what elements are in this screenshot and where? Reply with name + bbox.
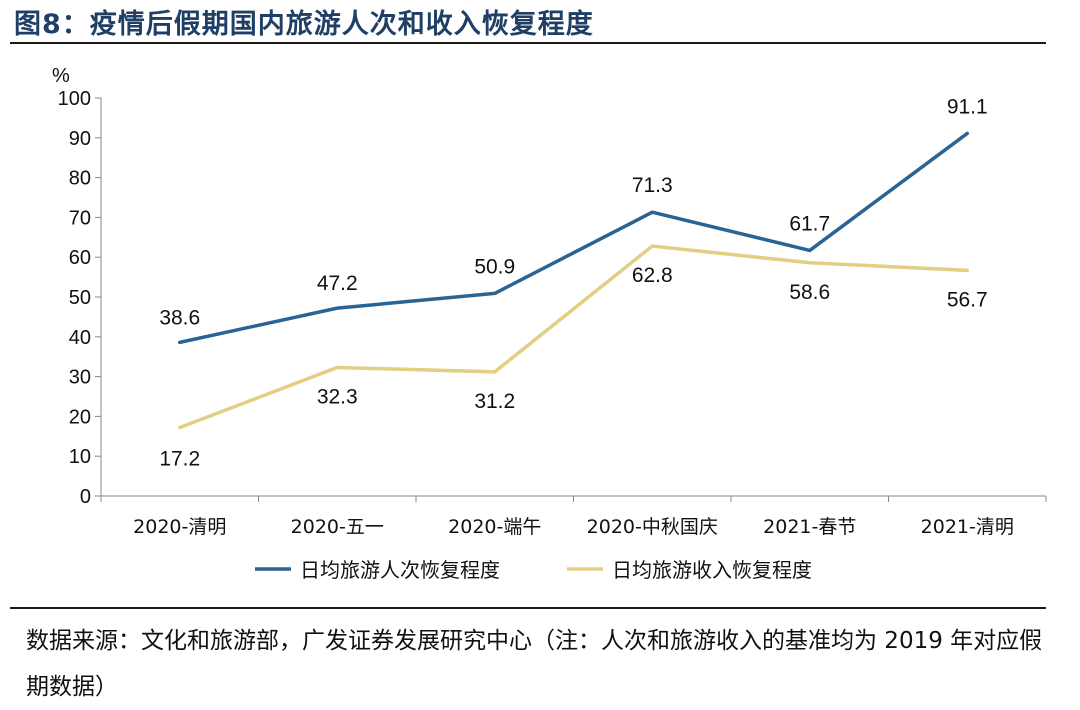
data-label: 58.6 bbox=[789, 281, 830, 304]
y-tick-label: 50 bbox=[69, 287, 91, 309]
data-point bbox=[335, 306, 339, 310]
y-tick-label: 100 bbox=[58, 88, 91, 110]
data-label: 31.2 bbox=[474, 390, 515, 413]
data-label: 62.8 bbox=[632, 264, 673, 287]
data-point bbox=[808, 248, 812, 252]
data-point bbox=[493, 370, 497, 374]
data-label: 17.2 bbox=[159, 448, 200, 471]
data-point bbox=[808, 261, 812, 265]
source-note: 数据来源：文化和旅游部，广发证券发展研究中心（注：人次和旅游收入的基准均为 20… bbox=[26, 628, 1043, 700]
legend-label-1: 日均旅游人次恢复程度 bbox=[300, 558, 500, 582]
data-label: 32.3 bbox=[317, 385, 358, 408]
data-point bbox=[178, 426, 182, 430]
y-tick-label: 80 bbox=[69, 168, 91, 190]
y-tick-label: 40 bbox=[69, 327, 91, 349]
y-tick-label: 20 bbox=[69, 406, 91, 428]
x-tick-label: 2021-春节 bbox=[763, 516, 856, 538]
data-point bbox=[178, 340, 182, 344]
y-tick-label: 10 bbox=[69, 446, 91, 468]
y-tick-label: 0 bbox=[80, 486, 91, 508]
y-tick-label: 60 bbox=[69, 247, 91, 269]
y-tick-label: 90 bbox=[69, 128, 91, 150]
figure-title: 图8：疫情后假期国内旅游人次和收入恢复程度 bbox=[14, 9, 594, 40]
data-label: 38.6 bbox=[159, 306, 200, 329]
data-label: 71.3 bbox=[632, 174, 673, 197]
y-tick-label: 30 bbox=[69, 367, 91, 389]
data-label: 50.9 bbox=[474, 255, 515, 278]
data-point bbox=[493, 291, 497, 295]
data-point bbox=[965, 268, 969, 272]
line-chart: 0 10 20 30 40 50 60 70 80 90 100% 2020-清明 2020-五一 202… bbox=[52, 65, 1047, 582]
x-tick-label: 2020-中秋国庆 bbox=[587, 516, 718, 538]
data-label: 56.7 bbox=[947, 288, 988, 311]
x-tick-label: 2020-端午 bbox=[448, 516, 541, 538]
y-tick-label: 70 bbox=[69, 207, 91, 229]
data-label: 47.2 bbox=[317, 272, 358, 295]
x-tick-label: 2020-五一 bbox=[291, 516, 384, 538]
legend-label-2: 日均旅游收入恢复程度 bbox=[612, 558, 812, 582]
data-label: 61.7 bbox=[789, 212, 830, 235]
y-axis-unit-label: % bbox=[52, 65, 70, 87]
title-rule bbox=[10, 42, 1046, 44]
series-line-1 bbox=[178, 131, 969, 345]
source-rule bbox=[10, 607, 1046, 609]
data-point bbox=[650, 244, 654, 248]
x-tick-label: 2020-清明 bbox=[133, 516, 226, 538]
x-tick-label: 2021-清明 bbox=[921, 516, 1014, 538]
data-point bbox=[965, 131, 969, 135]
data-point bbox=[335, 365, 339, 369]
data-point bbox=[650, 210, 654, 214]
series-line-2 bbox=[178, 244, 969, 430]
data-label: 91.1 bbox=[947, 95, 988, 118]
